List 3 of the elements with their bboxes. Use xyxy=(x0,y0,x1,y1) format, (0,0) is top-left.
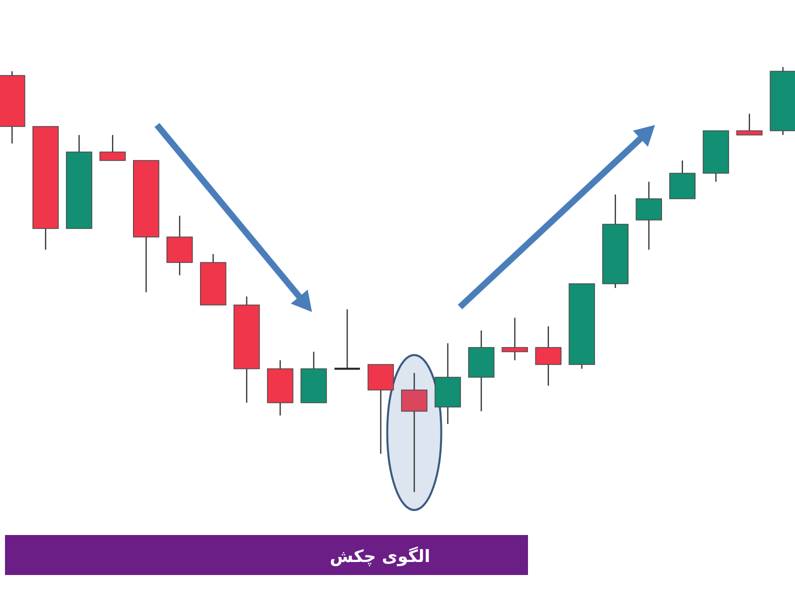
text: الگوی چکش xyxy=(330,546,430,567)
candlestick xyxy=(502,317,528,361)
candlestick xyxy=(334,308,360,370)
